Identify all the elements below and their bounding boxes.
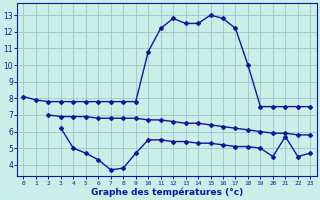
X-axis label: Graphe des températures (°c): Graphe des températures (°c)	[91, 187, 243, 197]
